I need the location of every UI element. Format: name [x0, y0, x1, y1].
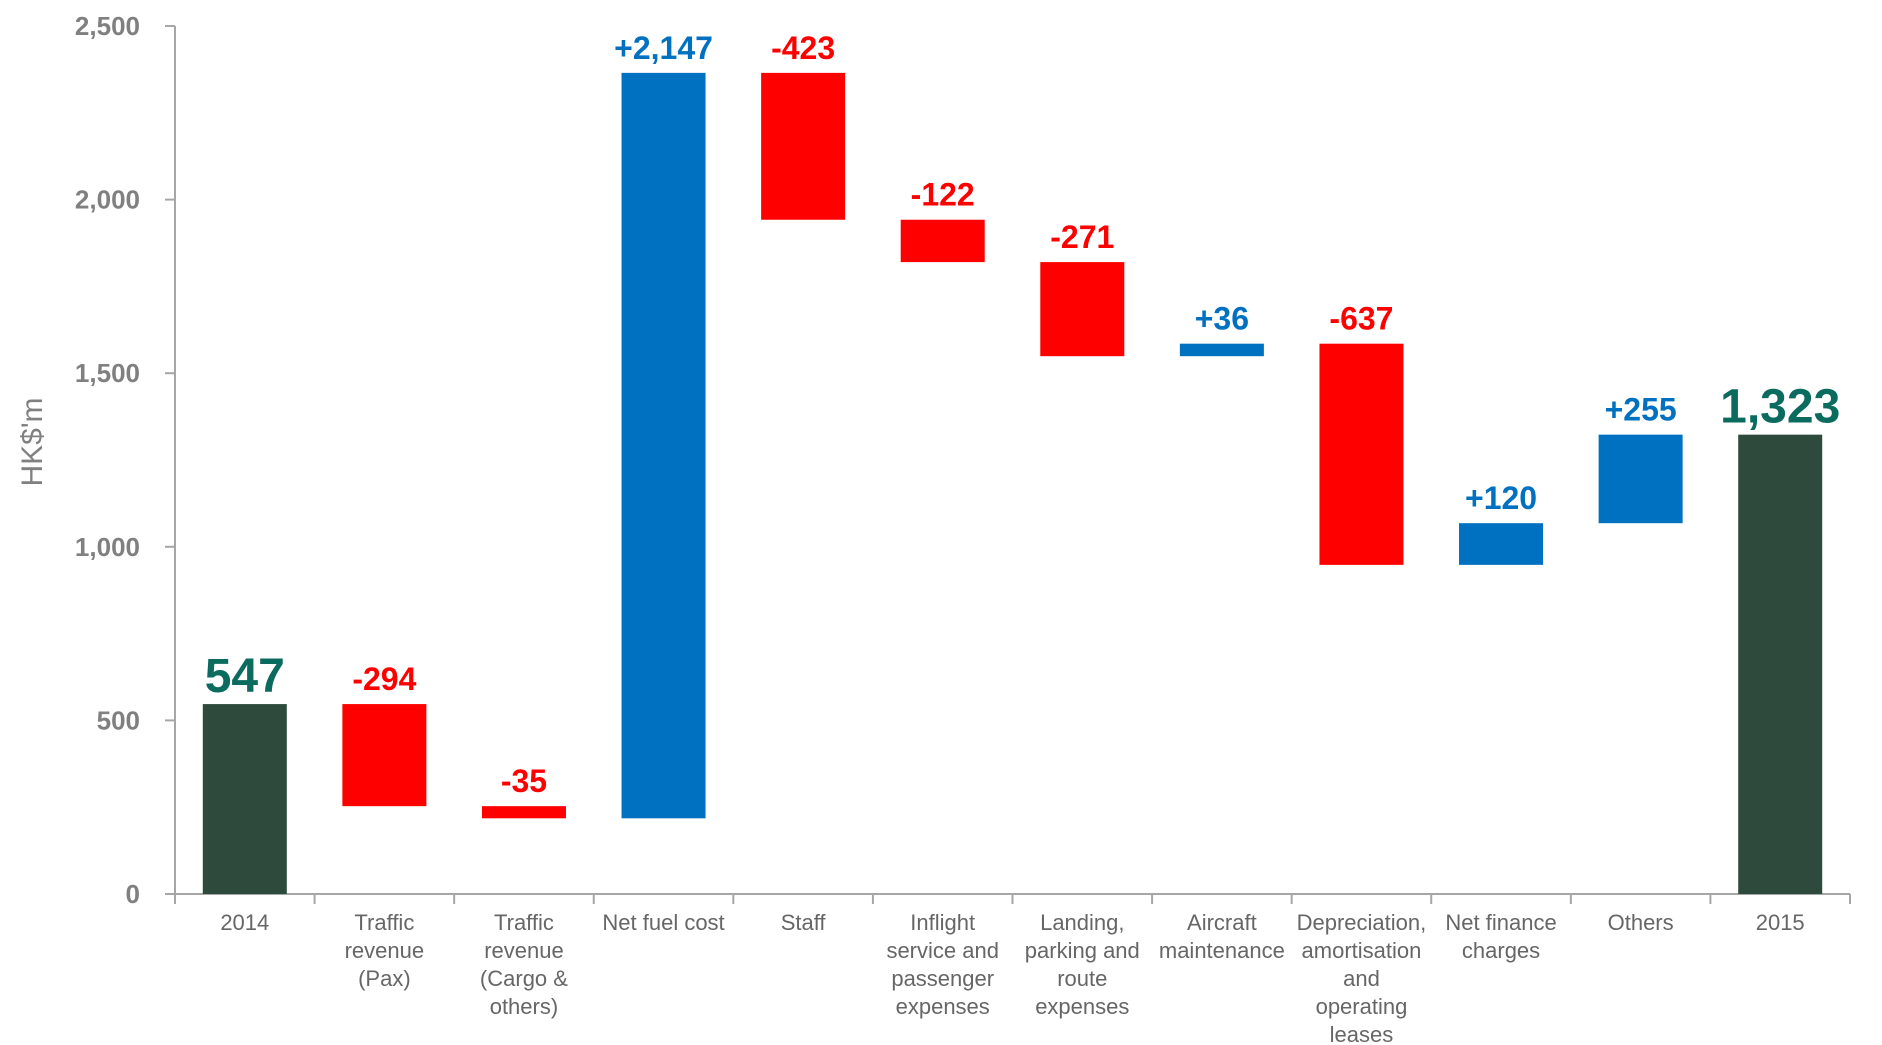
data-label: -122 [911, 177, 975, 213]
bar-decrease [761, 72, 846, 220]
data-label: -35 [501, 763, 547, 799]
data-label: +36 [1195, 301, 1249, 337]
bar-increase [621, 72, 706, 819]
category-label: Traffic revenue (Pax) [345, 910, 425, 991]
category-label: Staff [781, 910, 827, 935]
category-label: Net fuel cost [602, 910, 724, 935]
bar-total [202, 704, 287, 894]
data-label: +120 [1465, 480, 1537, 516]
y-tick-label: 2,000 [75, 185, 140, 215]
y-tick-label: 2,500 [75, 11, 140, 41]
bar-decrease [1319, 343, 1404, 565]
data-label: +2,147 [614, 30, 713, 66]
data-label: 1,323 [1720, 381, 1840, 434]
y-axis-title: HK$'m [16, 397, 49, 486]
bar-decrease [900, 219, 985, 263]
y-axis: 0 500 1,000 1,500 2,000 2,500 [75, 11, 176, 909]
category-label: Net finance charges [1445, 910, 1556, 963]
bar-increase [1598, 434, 1683, 524]
bar-increase [1179, 343, 1264, 357]
data-label: 547 [205, 650, 285, 703]
category-label: 2015 [1756, 910, 1805, 935]
data-label: -294 [352, 661, 416, 697]
bar-total [1738, 434, 1823, 894]
bar-decrease [1040, 262, 1125, 357]
x-axis: 2014 Traffic revenue (Pax) Traffic revenue (Ca… [174, 893, 1851, 1045]
y-tick-label: 500 [97, 705, 140, 735]
category-label: Aircraft maintenance [1159, 910, 1285, 963]
category-label: Others [1608, 910, 1674, 935]
category-label: Landing, parking and route expenses [1025, 910, 1140, 1019]
y-tick-label: 1,000 [75, 532, 140, 562]
bars [202, 72, 1823, 894]
y-tick-label: 1,500 [75, 358, 140, 388]
data-label: -423 [771, 30, 835, 66]
category-label: Depreciation, amortisation and operating lea… [1297, 910, 1427, 1045]
bar-decrease [342, 704, 427, 807]
category-label: Inflight service and passenger expenses [886, 910, 999, 1019]
category-label: Traffic revenue (Cargo & others) [480, 910, 568, 1019]
data-label: -637 [1329, 301, 1393, 337]
bar-decrease [481, 806, 566, 819]
bar-increase [1459, 523, 1544, 565]
category-label: 2014 [220, 910, 269, 935]
data-label: -271 [1050, 219, 1114, 255]
value-labels: 547 -294 -35 +2,147 -423 -122 -271 +36 -637 +120 +… [205, 30, 1841, 799]
y-tick-label: 0 [126, 879, 140, 909]
data-label: +255 [1605, 392, 1677, 428]
